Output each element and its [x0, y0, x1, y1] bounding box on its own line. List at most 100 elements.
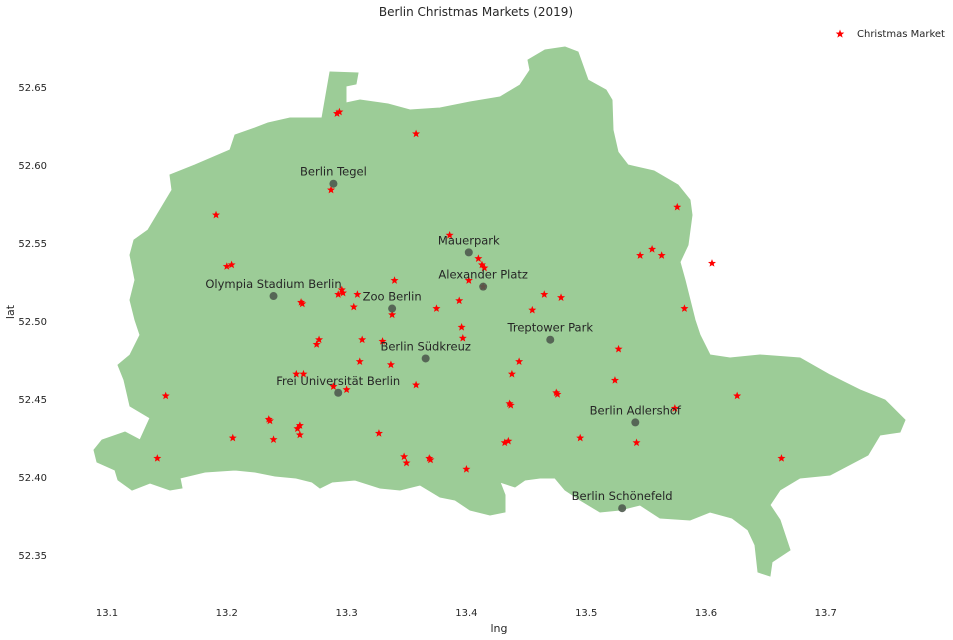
market-star — [295, 421, 304, 429]
landmark-label: Alexander Platz — [438, 268, 528, 282]
market-star — [337, 285, 346, 294]
x-tick-label: 13.4 — [455, 608, 477, 619]
market-star — [212, 210, 221, 219]
market-star — [353, 290, 362, 298]
market-star — [477, 260, 486, 269]
market-star — [648, 245, 657, 253]
legend-star-marker — [835, 29, 845, 38]
market-star — [269, 435, 278, 443]
landmark-dot — [334, 388, 343, 397]
market-star — [632, 438, 641, 447]
landmark-dot — [388, 304, 397, 313]
market-star — [553, 390, 562, 398]
market-star — [264, 415, 273, 423]
market-star — [412, 380, 421, 389]
market-star — [378, 337, 387, 345]
market-star — [474, 254, 483, 262]
x-tick-label: 13.6 — [695, 608, 717, 619]
landmark-label: Berlin Schönefeld — [572, 489, 673, 503]
market-star — [334, 290, 343, 298]
landmark-label: Zoo Berlin — [363, 290, 422, 304]
market-star — [402, 458, 411, 467]
berlin-region — [93, 46, 906, 577]
y-axis-label: lat — [4, 304, 17, 319]
market-star — [327, 185, 336, 194]
market-star — [680, 304, 689, 312]
market-star — [298, 299, 307, 308]
market-star — [355, 357, 364, 365]
market-star — [329, 382, 338, 390]
market-star — [358, 335, 367, 344]
x-tick-label: 13.2 — [216, 608, 238, 619]
market-star — [636, 251, 645, 259]
market-star — [227, 260, 236, 269]
landmark-dot — [421, 354, 430, 363]
market-star — [386, 360, 395, 369]
y-tick-label: 52.60 — [18, 161, 47, 172]
chart-title: Berlin Christmas Markets (2019) — [379, 5, 573, 19]
market-star — [161, 391, 170, 400]
market-star — [315, 335, 324, 344]
legend: Christmas Market — [835, 29, 945, 40]
market-star — [657, 251, 666, 259]
landmark-dot — [546, 335, 555, 344]
landmark-label: Berlin Tegel — [300, 165, 367, 179]
market-star — [506, 401, 515, 409]
y-tick-label: 52.35 — [18, 551, 47, 562]
market-star — [374, 429, 383, 437]
y-tick-label: 52.55 — [18, 239, 47, 250]
landmark-dot — [618, 504, 627, 513]
x-tick-label: 13.3 — [335, 608, 357, 619]
market-star — [228, 433, 237, 442]
market-star — [610, 376, 619, 384]
y-tick-label: 52.50 — [18, 317, 47, 328]
market-star — [293, 424, 302, 433]
market-star — [425, 454, 434, 462]
market-star — [462, 465, 471, 473]
market-star — [708, 259, 716, 267]
market-star — [673, 202, 682, 211]
market-star — [297, 298, 306, 306]
market-star — [335, 107, 344, 116]
market-star — [153, 454, 162, 462]
x-tick-label: 13.1 — [96, 608, 118, 619]
legend-label: Christmas Market — [857, 29, 945, 40]
market-star — [339, 288, 347, 297]
market-star — [504, 436, 513, 445]
landmark-label: Frei Universität Berlin — [276, 374, 400, 388]
market-star — [333, 109, 342, 117]
market-star — [670, 404, 679, 412]
market-star — [426, 455, 435, 464]
x-axis-ticks: 13.1 13.2 13.3 13.4 13.5 13.6 13.7 — [96, 608, 837, 619]
x-axis-label: lng — [490, 622, 507, 635]
landmark-label: Mauerpark — [438, 233, 500, 247]
landmark-dot — [631, 418, 640, 427]
landmark-label: Olympia Stadium Berlin — [205, 277, 341, 291]
market-star — [349, 302, 358, 311]
market-star — [614, 344, 623, 353]
landmark-label: Berlin Südkreuz — [380, 339, 470, 353]
y-tick-label: 52.45 — [18, 395, 47, 406]
landmark-dot — [479, 282, 488, 291]
market-star — [528, 305, 537, 314]
market-star — [390, 276, 399, 284]
market-star — [265, 416, 274, 425]
market-star — [458, 333, 467, 342]
y-axis-ticks: 52.35 52.40 52.45 52.50 52.55 52.60 52.65 — [18, 83, 47, 562]
market-star — [576, 433, 585, 442]
market-star — [295, 430, 304, 439]
landmark-label: Berlin Adlershof — [590, 403, 682, 417]
market-star — [292, 369, 301, 378]
landmark-dot — [464, 248, 473, 257]
market-star — [505, 399, 514, 408]
market-star — [312, 340, 321, 348]
market-star — [457, 323, 466, 331]
market-star — [557, 293, 566, 301]
x-tick-label: 13.5 — [575, 608, 597, 619]
landmark-dot — [269, 292, 278, 301]
landmark-points: Berlin Tegel Mauerpark Alexander Platz Olym… — [205, 165, 682, 513]
market-star — [464, 276, 473, 284]
market-star — [777, 454, 786, 462]
market-star — [480, 263, 489, 272]
